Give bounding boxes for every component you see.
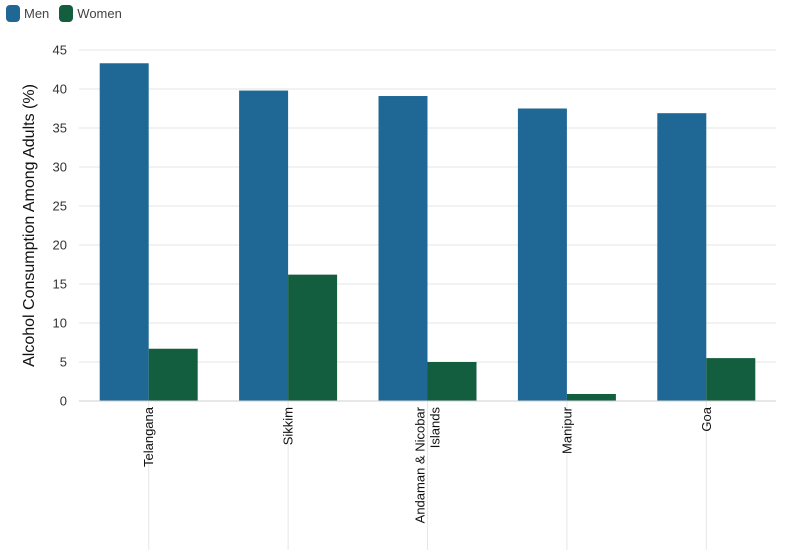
y-tick-label: 0	[60, 394, 67, 409]
y-tick-label: 5	[60, 355, 67, 370]
y-tick-label: 10	[53, 316, 67, 331]
legend-swatch-men	[6, 5, 20, 22]
x-tick-label: Telangana	[141, 406, 156, 467]
x-tick-label: Islands	[428, 407, 443, 449]
y-axis-title: Alcohol Consumption Among Adults (%)	[21, 84, 38, 367]
x-tick-label: Manipur	[559, 406, 574, 454]
legend-item-men[interactable]: Men	[6, 5, 49, 22]
bar-men	[239, 90, 289, 401]
legend-swatch-women	[59, 5, 74, 22]
y-tick-label: 25	[53, 199, 67, 214]
bar-women	[566, 393, 616, 401]
bar-men	[99, 63, 149, 401]
bar-men	[657, 113, 707, 402]
legend-label-men: Men	[24, 6, 50, 21]
x-tick-label: Sikkim	[281, 407, 296, 445]
y-tick-label: 45	[53, 43, 67, 58]
legend-item-women[interactable]: Women	[59, 5, 122, 22]
legend-label-women: Women	[77, 6, 122, 21]
y-tick-label: 35	[53, 121, 67, 136]
y-tick-label: 40	[53, 82, 67, 97]
bar-women	[706, 358, 756, 401]
chart-legend: Men Women	[6, 5, 126, 22]
bar-men	[517, 108, 567, 401]
y-tick-label: 30	[53, 160, 67, 175]
bar-men	[378, 96, 428, 402]
x-tick-label: Andaman & Nicobar	[413, 406, 428, 523]
bar-women	[148, 348, 198, 401]
bar-women	[427, 362, 477, 401]
x-tick-label: Goa	[699, 406, 714, 431]
y-tick-label: 15	[53, 277, 67, 292]
y-tick-label: 20	[53, 238, 67, 253]
bar-women	[288, 274, 338, 401]
